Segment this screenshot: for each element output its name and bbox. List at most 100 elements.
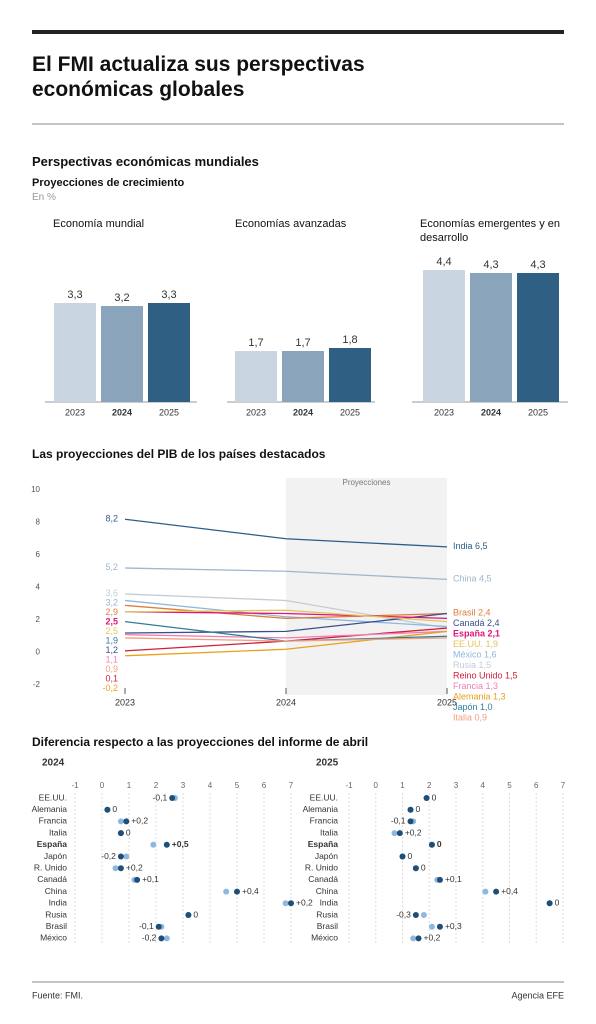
series-label: Canadá 2,4 [453, 618, 500, 628]
diff-label: 0 [416, 804, 421, 814]
x-tick-label: 6 [534, 781, 539, 790]
x-tick-label: 2025 [528, 407, 548, 417]
y-tick-label: 0 [36, 648, 41, 657]
value-label: 6,5 [475, 541, 488, 551]
bar [148, 303, 190, 402]
dot [415, 935, 422, 942]
value-label: 4,3 [530, 259, 545, 271]
line [124, 612, 448, 634]
category-label: Japón [315, 851, 338, 861]
bar [282, 351, 324, 402]
x-tick-label: 2024 [293, 407, 313, 417]
value-label: 1,3 [493, 692, 506, 702]
x-tick-label: 5 [235, 781, 240, 790]
dot [399, 853, 406, 860]
dot [104, 806, 111, 813]
y-tick-label: 4 [36, 583, 41, 592]
series-label: 2,5 [105, 626, 118, 636]
series-label: 0,1 [105, 674, 118, 684]
panel-title: Economías emergentes y en desarrollo [420, 218, 561, 244]
dot [169, 795, 176, 801]
category-label: Canadá [37, 874, 67, 884]
previous-dot [482, 888, 489, 895]
diff-label: -0,2 [101, 851, 116, 861]
series-name: Brasil [453, 608, 476, 618]
line [124, 599, 448, 628]
value-label: 3,6 [105, 588, 118, 598]
x-tick-label: 7 [289, 781, 294, 790]
diff-label: +0,2 [131, 816, 148, 826]
value-label: 8,2 [105, 514, 118, 524]
diff-label: 0 [193, 909, 198, 919]
line [124, 637, 448, 642]
x-tick-label: 2025 [437, 697, 457, 707]
y-tick-label: 6 [36, 550, 41, 559]
value-label: 0,9 [475, 713, 488, 723]
value-label: 0,9 [105, 664, 118, 674]
x-tick-label: 2023 [65, 407, 85, 417]
dot [412, 912, 419, 918]
panel-title: 2025 [316, 758, 339, 769]
series-name: Canadá [453, 618, 485, 628]
previous-dot [123, 853, 130, 860]
value-label: 3,3 [161, 289, 176, 301]
series-label: 8,2 [105, 514, 118, 524]
category-label: Alemania [32, 804, 68, 814]
series-label: 5,2 [105, 562, 118, 572]
series-label: Japón 1,0 [453, 702, 493, 712]
line [124, 611, 448, 620]
dot [158, 935, 165, 942]
series-label: Alemania 1,3 [453, 692, 506, 702]
diff-label: +0,2 [405, 827, 422, 837]
category-label: México [311, 933, 338, 943]
value-label: 3,3 [67, 289, 82, 301]
y-tick-label: 10 [31, 485, 40, 494]
panel-title: Economías avanzadas [235, 218, 347, 230]
previous-dot [117, 818, 124, 825]
title: El FMI actualiza sus perspectivas económ… [32, 53, 365, 101]
unit: En % [32, 192, 56, 203]
series-label: Rusia 1,5 [453, 660, 491, 670]
value-label: 4,3 [483, 259, 498, 271]
diff-label: -0,2 [142, 933, 157, 943]
category-label: Alemania [303, 804, 339, 814]
value-label: 1,8 [342, 334, 357, 346]
category-label: EE.UU. [39, 792, 67, 802]
x-tick-label: 0 [374, 781, 379, 790]
x-tick-label: 6 [262, 781, 267, 790]
x-tick-label: 2023 [434, 407, 454, 417]
x-tick-label: 3 [454, 781, 459, 790]
value-label: 1,9 [105, 636, 118, 646]
value-label: 5,2 [105, 562, 118, 572]
previous-dot [282, 900, 289, 907]
dot [117, 853, 124, 860]
top-rule [32, 30, 564, 34]
category-label: España [37, 839, 68, 849]
section-title: Las proyecciones del PIB de los países d… [32, 447, 326, 461]
series-label: India 6,5 [453, 541, 488, 551]
x-tick-label: 7 [561, 781, 566, 790]
dot [428, 841, 435, 848]
dot [412, 865, 419, 872]
series-name: España [453, 629, 486, 639]
x-tick-label: 5 [507, 781, 512, 790]
x-tick-label: 2025 [340, 407, 360, 417]
diff-label: +0,1 [445, 874, 462, 884]
diff-label: +0,2 [296, 898, 313, 908]
category-label: China [316, 886, 338, 896]
y-tick-label: 8 [36, 518, 41, 527]
category-label: R. Unido [34, 862, 67, 872]
diff-label: 0 [112, 804, 117, 814]
bar [470, 273, 512, 402]
previous-dot [163, 935, 170, 942]
previous-dot [391, 830, 398, 837]
line [124, 567, 448, 581]
diff-label: 0 [126, 827, 131, 837]
series-label: 2,9 [105, 607, 118, 617]
section-title: Diferencia respecto a las proyecciones d… [32, 735, 369, 749]
value-label: 1,1 [105, 655, 118, 665]
category-label: Japón [44, 851, 67, 861]
series-label: México 1,6 [453, 650, 497, 660]
x-tick-label: 2024 [481, 407, 501, 417]
panel-title: Economía mundial [53, 218, 145, 230]
